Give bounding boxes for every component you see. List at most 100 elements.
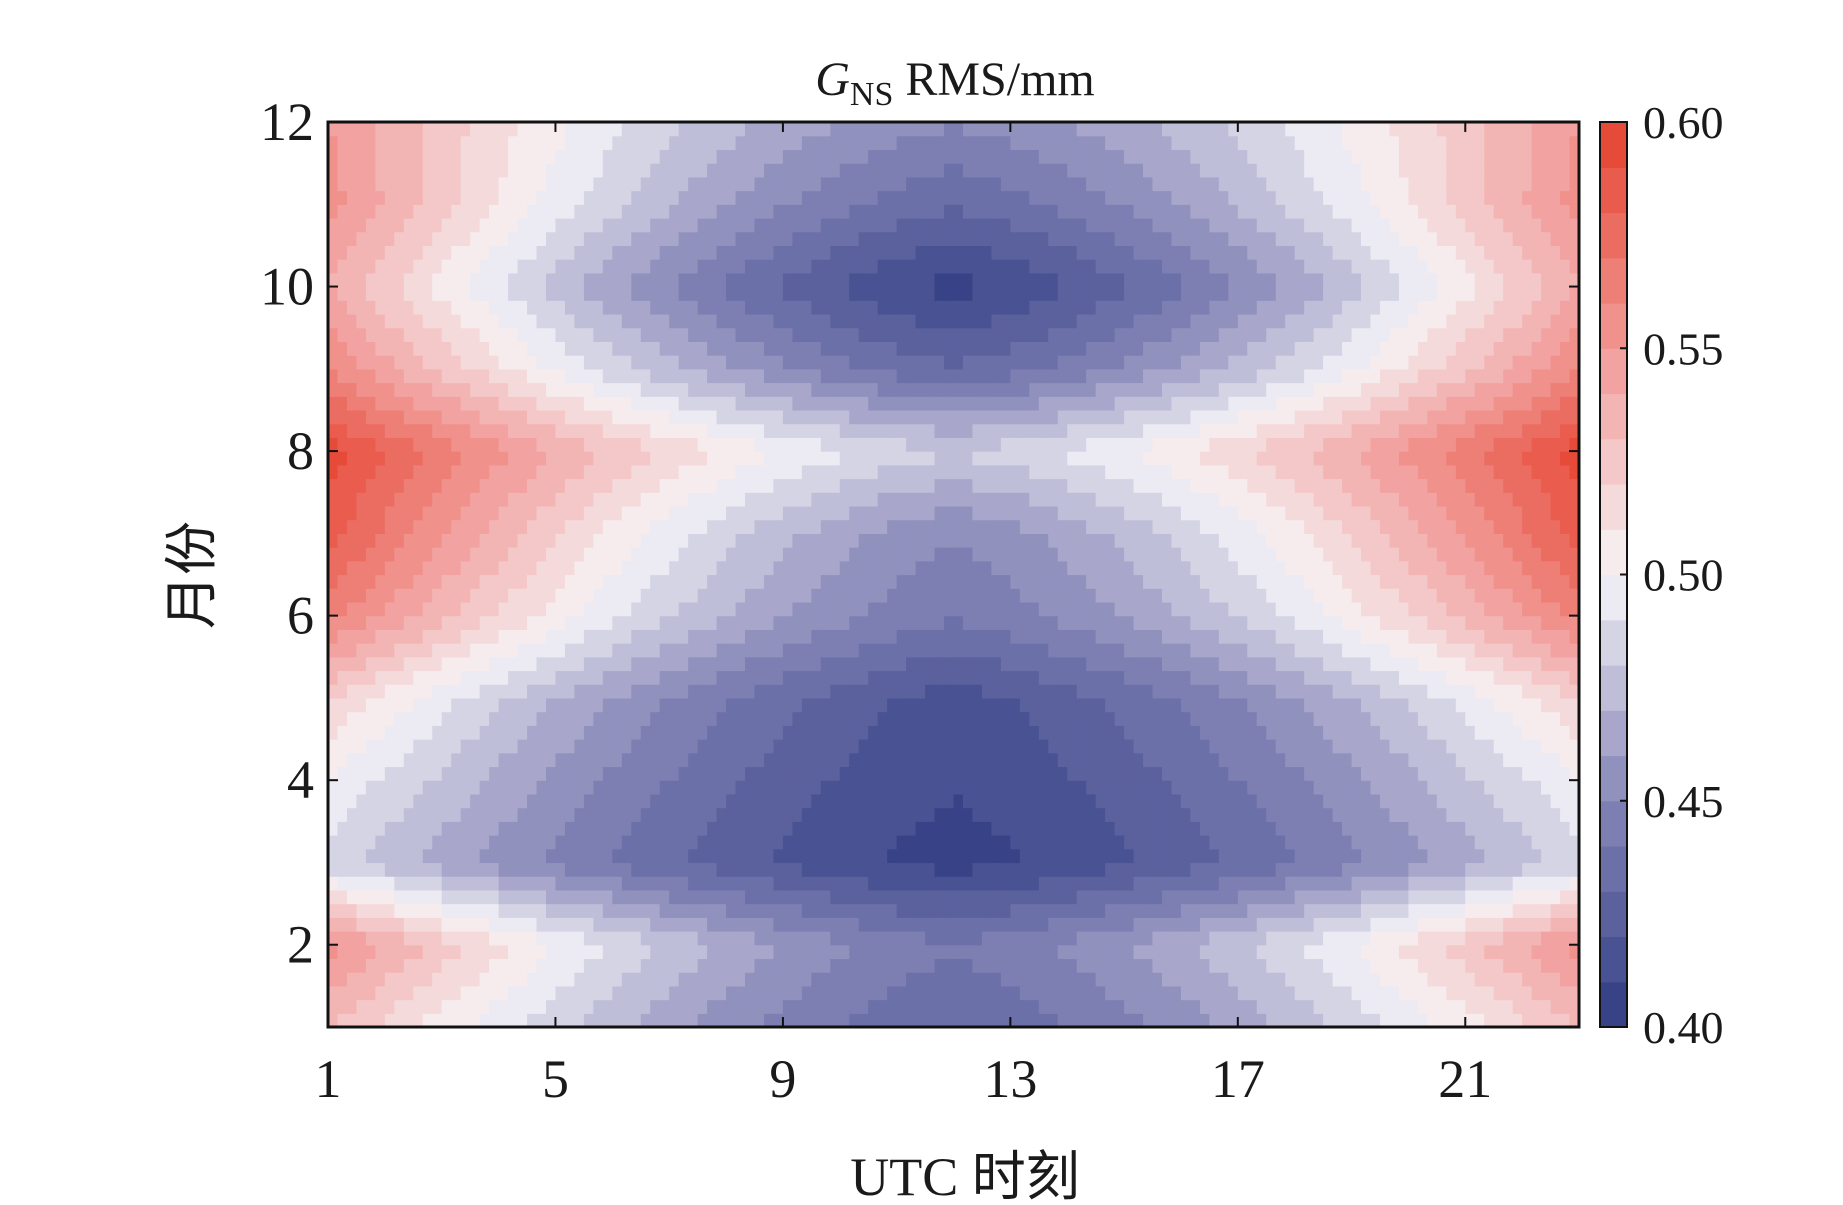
contour-cell <box>1114 533 1125 548</box>
contour-cell <box>1342 985 1353 1001</box>
contour-cell <box>735 889 746 905</box>
contour-cell <box>792 793 803 809</box>
contour-cell <box>1285 670 1296 685</box>
contour-cell <box>820 1013 831 1028</box>
contour-cell <box>1361 725 1372 740</box>
contour-cell <box>1095 670 1106 685</box>
contour-cell <box>1560 629 1571 644</box>
contour-cell <box>1294 547 1305 562</box>
contour-cell <box>432 711 443 726</box>
contour-cell <box>1190 670 1201 685</box>
contour-cell <box>896 588 907 603</box>
contour-cell <box>763 684 775 699</box>
contour-cell <box>612 862 623 877</box>
contour-cell <box>707 588 718 603</box>
contour-cell <box>328 601 339 617</box>
contour-cell <box>498 876 509 891</box>
contour-cell <box>1218 835 1229 850</box>
contour-cell <box>1436 821 1447 836</box>
contour-cell <box>1162 917 1173 932</box>
contour-cell <box>1313 766 1324 781</box>
contour-cell <box>1275 821 1286 836</box>
contour-cell <box>858 725 869 740</box>
contour-cell <box>1190 560 1201 576</box>
contour-cell <box>944 917 955 932</box>
contour-cell <box>422 917 433 932</box>
contour-cell <box>1152 560 1163 576</box>
contour-cell <box>1067 889 1078 905</box>
contour-cell <box>1076 1013 1087 1028</box>
contour-cell <box>991 547 1002 562</box>
contour-cell <box>925 697 936 713</box>
contour-cell <box>621 848 632 864</box>
contour-cell <box>962 656 974 672</box>
contour-cell <box>1465 889 1476 905</box>
contour-cell <box>688 615 699 630</box>
contour-cell <box>1531 807 1542 822</box>
contour-cell <box>640 492 651 507</box>
contour-cell <box>1294 972 1305 987</box>
contour-cell <box>735 629 746 644</box>
contour-cell <box>1266 547 1277 562</box>
contour-cell <box>1474 656 1485 672</box>
contour-cell <box>811 876 822 891</box>
contour-cell <box>1218 944 1229 960</box>
contour-cell <box>678 601 689 617</box>
contour-cell <box>735 1013 746 1028</box>
contour-cell <box>678 848 689 864</box>
contour-cell <box>1474 944 1485 960</box>
contour-cell <box>726 560 737 576</box>
contour-cell <box>801 780 812 795</box>
contour-cell <box>545 793 557 809</box>
contour-cell <box>811 739 822 754</box>
contour-cell <box>1370 601 1381 617</box>
contour-cell <box>1086 835 1097 850</box>
contour-cell <box>858 972 869 987</box>
contour-cell <box>489 451 500 466</box>
contour-cell <box>1105 862 1116 877</box>
contour-cell <box>602 615 613 630</box>
contour-cell <box>555 643 566 658</box>
contour-cell <box>934 944 945 960</box>
contour-cell <box>1048 985 1059 1001</box>
contour-cell <box>820 972 831 987</box>
contour-cell <box>1550 670 1561 685</box>
contour-cell <box>1379 725 1391 740</box>
contour-cell <box>716 739 727 754</box>
contour-cell <box>811 958 822 973</box>
contour-cell <box>792 821 803 836</box>
contour-cell <box>1342 793 1353 809</box>
contour-cell <box>678 547 689 562</box>
contour-cell <box>1370 931 1381 946</box>
contour-cell <box>1550 725 1561 740</box>
contour-cell <box>820 739 831 754</box>
contour-cell <box>1038 697 1049 713</box>
contour-cell <box>906 574 917 589</box>
contour-cell <box>1247 684 1258 699</box>
contour-cell <box>1275 848 1286 864</box>
contour-cell <box>1029 876 1040 891</box>
contour-cell <box>555 560 566 576</box>
contour-cell <box>1010 560 1021 576</box>
contour-cell <box>1493 848 1504 864</box>
contour-cell <box>1560 821 1571 836</box>
contour-cell <box>1522 601 1533 617</box>
contour-cell <box>1019 944 1030 960</box>
contour-cell <box>1029 862 1040 877</box>
contour-cell <box>1124 574 1135 589</box>
contour-cell <box>678 876 689 891</box>
contour-cell <box>688 889 699 905</box>
contour-cell <box>413 972 424 987</box>
contour-cell <box>536 985 547 1001</box>
contour-cell <box>346 643 358 658</box>
contour-cell <box>489 739 500 754</box>
contour-cell <box>1379 752 1391 768</box>
contour-cell <box>403 807 414 822</box>
contour-cell <box>1019 588 1030 603</box>
contour-cell <box>1000 615 1011 630</box>
contour-cell <box>697 958 708 973</box>
contour-cell <box>394 519 405 534</box>
contour-cell <box>1048 807 1059 822</box>
contour-cell <box>1455 601 1466 617</box>
contour-cell <box>991 588 1002 603</box>
